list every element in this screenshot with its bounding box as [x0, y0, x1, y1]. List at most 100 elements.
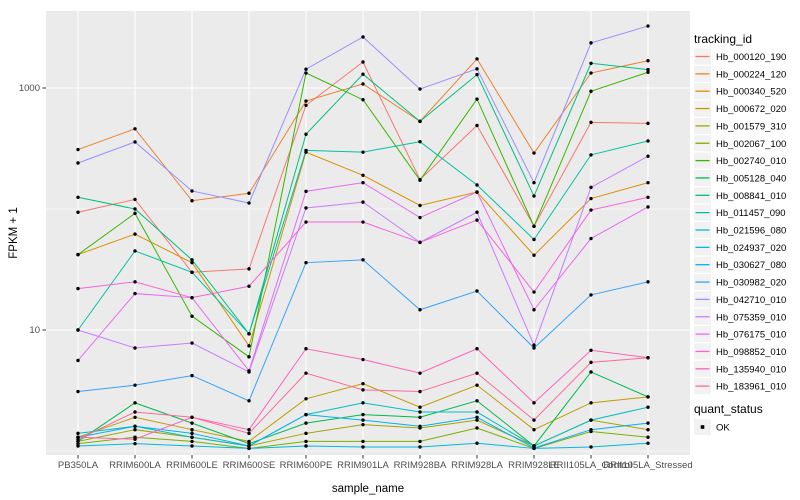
data-point: [589, 427, 593, 432]
plot-panel: [46, 11, 690, 455]
data-point: [133, 291, 137, 296]
data-point: [589, 153, 593, 157]
data-point: [76, 444, 80, 448]
data-point: [475, 441, 479, 445]
data-point: [361, 357, 365, 362]
legend-layer: Hb_000120_190 Hb_000224_120 Hb_000340_520 H…: [694, 48, 786, 435]
data-point: [418, 405, 422, 409]
legend-item-label: Hb_075359_010: [716, 312, 786, 323]
data-point: [133, 401, 137, 405]
data-point: [304, 260, 308, 265]
legend-item-label: Hb_002740_010: [716, 156, 786, 167]
data-point: [532, 194, 536, 198]
data-point: [133, 346, 137, 350]
data-point: [361, 173, 365, 177]
data-point: [589, 120, 593, 125]
legend-item-label: Hb_002067_100: [716, 139, 786, 150]
legend-item-label: Hb_001579_310: [716, 121, 786, 132]
data-point: [304, 397, 308, 401]
data-point: [418, 178, 422, 182]
data-point: [133, 410, 137, 414]
data-point: [304, 99, 308, 103]
data-point: [247, 344, 251, 348]
legend-item-label: Hb_030627_080: [716, 260, 786, 271]
data-point: [532, 427, 536, 432]
axis-layer: 10 1000 PB350LA RRIM600LA RRIM600LE RRIM600SE…: [19, 83, 693, 471]
tracking-legend-title: tracking_id: [694, 32, 752, 46]
data-point: [475, 426, 479, 430]
data-point: [475, 347, 479, 351]
quant-legend-item-label: OK: [716, 423, 730, 434]
legend-item: Hb_098852_010: [694, 343, 786, 360]
data-point: [589, 445, 593, 449]
data-point: [304, 347, 308, 351]
data-point: [247, 284, 251, 288]
data-point: [589, 71, 593, 75]
data-point: [190, 444, 194, 448]
legend-item-label: Hb_098852_010: [716, 347, 786, 358]
legend-item: Hb_002067_100: [694, 135, 786, 152]
data-point: [190, 435, 194, 439]
data-point: [646, 405, 650, 409]
data-point: [304, 444, 308, 448]
data-point: [361, 388, 365, 392]
data-point: [361, 381, 365, 386]
data-point: [589, 185, 593, 190]
x-axis-title: sample_name: [332, 483, 404, 495]
data-point: [361, 422, 365, 427]
data-point: [247, 332, 251, 336]
data-point: [133, 427, 137, 432]
legend-item-label: Hb_000340_520: [716, 87, 786, 98]
data-point: [532, 418, 536, 422]
data-point: [190, 189, 194, 193]
data-point: [247, 369, 251, 373]
data-point: [361, 258, 365, 262]
data-point: [418, 415, 422, 419]
data-point: [589, 236, 593, 241]
data-point: [304, 431, 308, 436]
data-point: [532, 180, 536, 185]
data-point: [304, 71, 308, 75]
data-point: [133, 437, 137, 441]
legend-item-label: Hb_000120_190: [716, 52, 786, 63]
data-point: [418, 215, 422, 220]
data-point: [589, 348, 593, 352]
x-tick-label: RRIM901LA: [337, 460, 389, 471]
data-point: [646, 441, 650, 445]
legend-item: Hb_001579_310: [694, 117, 786, 134]
data-point: [475, 383, 479, 387]
data-point: [646, 67, 650, 72]
data-point: [304, 103, 308, 107]
legend-item-label: Hb_005128_040: [716, 173, 786, 184]
data-point: [361, 98, 365, 102]
legend-item-label: Hb_042710_010: [716, 295, 786, 306]
data-point: [418, 410, 422, 414]
data-point: [133, 383, 137, 387]
data-point: [247, 355, 251, 359]
data-point: [646, 435, 650, 439]
data-point: [304, 148, 308, 153]
data-point: [475, 218, 479, 222]
data-point: [589, 196, 593, 201]
data-point: [133, 415, 137, 419]
data-point: [190, 415, 194, 419]
data-point: [190, 258, 194, 262]
data-point: [646, 356, 650, 360]
data-point: [76, 431, 80, 436]
data-point: [247, 441, 251, 446]
data-point: [190, 421, 194, 425]
legend-item: Hb_011457_090: [694, 204, 786, 221]
data-point: [361, 220, 365, 224]
data-point: [475, 57, 479, 61]
legend-item: Hb_135940_010: [694, 360, 786, 377]
data-point: [133, 197, 137, 202]
legend-item: Hb_183961_010: [694, 378, 786, 395]
legend-item: Hb_030982_020: [694, 274, 786, 291]
data-point: [76, 437, 80, 441]
data-point: [247, 399, 251, 403]
data-point: [418, 439, 422, 444]
legend-item: Hb_000224_120: [694, 65, 786, 82]
legend-item-label: Hb_183961_010: [716, 382, 786, 393]
data-point: [133, 127, 137, 131]
